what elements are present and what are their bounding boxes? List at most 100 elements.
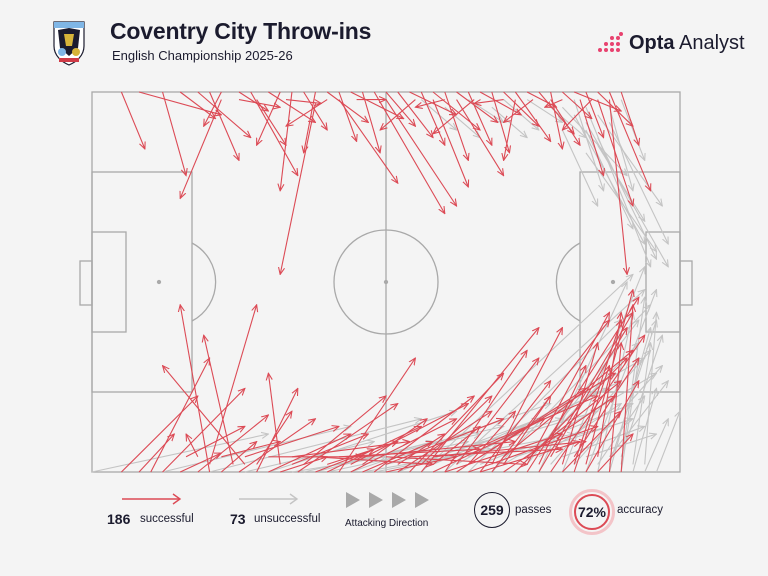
successful-throw-arrow-136 <box>362 442 515 458</box>
unsuccessful-throw-arrow-64 <box>609 381 668 458</box>
unsuccessful-throw-arrow-63 <box>585 434 657 458</box>
successful-throw-arrow-109 <box>397 434 445 465</box>
successful-throw-arrow-58 <box>456 99 504 176</box>
successful-throw-arrow-120 <box>350 404 469 465</box>
unsuccessful-throw-arrow-22 <box>162 426 351 473</box>
legend: 186 successful 73 unsuccessful Attacking… <box>0 488 768 568</box>
successful-throw-arrow-15 <box>338 91 357 141</box>
successful-throw-arrow-105 <box>256 411 292 465</box>
successful-throw-arrow-135 <box>338 449 480 458</box>
successful-throw-arrow-6 <box>204 91 222 126</box>
successful-throw-arrow-62 <box>579 99 604 176</box>
successful-throw-arrow-141 <box>479 373 615 458</box>
successful-throw-arrow-7 <box>238 91 268 111</box>
successful-throw-arrow-116 <box>204 335 234 465</box>
successful-throw-arrow-76 <box>315 449 374 473</box>
successful-throw-arrow-2 <box>162 91 187 176</box>
successful-throw-arrow-33 <box>550 91 563 149</box>
unsuccessful-label: unsuccessful <box>254 513 321 525</box>
successful-throw-arrow-4 <box>197 91 251 138</box>
successful-throw-arrow-134 <box>315 456 433 465</box>
successful-throw-arrow-0 <box>120 91 145 149</box>
successful-throw-arrow-49 <box>474 100 504 104</box>
unsuccessful-throw-arrow-19 <box>597 144 645 221</box>
successful-throw-arrow-144 <box>550 328 627 458</box>
unsuccessful-throw-arrow-6 <box>597 137 657 260</box>
successful-throw-arrow-57 <box>608 99 627 275</box>
successful-throw-arrow-103 <box>479 381 551 473</box>
left-penalty-arc <box>191 242 217 322</box>
successful-throw-arrow-72 <box>256 388 298 473</box>
successful-throw-arrow-75 <box>297 404 398 473</box>
successful-throw-arrow-25 <box>456 91 498 122</box>
successful-throw-arrow-50 <box>504 99 534 123</box>
successful-throw-arrow-117 <box>209 305 257 465</box>
successful-throw-arrow-66 <box>162 388 245 473</box>
unsuccessful-throw-arrow-21 <box>91 434 268 473</box>
successful-throw-arrow-88 <box>456 388 586 473</box>
successful-throw-arrow-73 <box>268 434 350 473</box>
successful-throw-arrow-17 <box>361 91 380 153</box>
coventry-crest-logo <box>53 21 85 66</box>
successful-throw-arrow-40 <box>180 99 222 199</box>
successful-throw-arrow-143 <box>526 381 621 458</box>
successful-throw-arrow-80 <box>362 442 433 473</box>
brand-bold: Opta <box>629 31 675 54</box>
successful-throw-arrow-22 <box>420 91 445 145</box>
unsuccessful-throw-arrow-23 <box>209 419 422 473</box>
successful-throw-arrow-46 <box>380 99 416 130</box>
successful-throw-arrow-102 <box>620 305 633 473</box>
successful-throw-arrow-54 <box>338 99 398 184</box>
successful-throw-arrow-92 <box>503 396 616 473</box>
unsuccessful-throw-arrow-10 <box>585 122 668 266</box>
successful-throw-arrow-60 <box>504 99 516 161</box>
unsuccessful-throw-arrow-5 <box>585 129 633 229</box>
unsuccessful-throw-arrow-37 <box>561 267 644 473</box>
successful-throw-arrow-110 <box>432 426 480 465</box>
successful-throw-arrow-20 <box>397 91 433 138</box>
successful-throw-arrow-125 <box>526 312 609 465</box>
successful-throw-arrow-64 <box>138 434 174 473</box>
successful-throw-arrow-65 <box>150 358 210 473</box>
successful-throw-arrow-85 <box>420 328 539 473</box>
successful-throw-arrow-23 <box>432 91 480 130</box>
unsuccessful-throw-arrow-11 <box>561 129 597 206</box>
successful-throw-arrow-63 <box>121 396 197 473</box>
successful-throw-arrow-133 <box>291 442 410 458</box>
successful-throw-arrow-5 <box>209 91 239 160</box>
successful-throw-arrow-9 <box>268 91 315 122</box>
successful-throw-arrow-146 <box>597 312 622 457</box>
centre-spot <box>383 279 389 285</box>
chart-subtitle: English Championship 2025-26 <box>112 48 293 63</box>
successful-throw-arrow-139 <box>432 442 586 458</box>
successful-throw-arrow-55 <box>385 99 457 206</box>
successful-throw-arrow-48 <box>433 99 475 134</box>
successful-throw-arrow-78 <box>338 358 415 473</box>
successful-throw-arrow-128 <box>185 426 245 458</box>
brand-light: Analyst <box>679 31 745 54</box>
successful-throw-arrow-104 <box>444 350 527 473</box>
accuracy-circle: 72% <box>569 489 615 535</box>
successful-throw-ins <box>120 91 650 473</box>
successful-throw-arrow-112 <box>503 396 551 465</box>
successful-throw-arrow-24 <box>444 91 469 160</box>
successful-throw-arrow-137 <box>385 456 527 465</box>
unsuccessful-throw-arrow-39 <box>597 312 633 473</box>
chart-title: Coventry City Throw-ins <box>110 18 372 44</box>
attacking-direction-label: Attacking Direction <box>345 518 429 529</box>
successful-throw-arrow-21 <box>409 91 457 115</box>
successful-throw-arrow-47 <box>415 99 445 108</box>
successful-throw-arrow-113 <box>538 366 586 465</box>
successful-throw-arrow-99 <box>585 381 639 473</box>
successful-throw-arrow-100 <box>597 434 633 473</box>
successful-throw-arrow-140 <box>456 396 598 458</box>
right-goal <box>679 260 693 306</box>
successful-throw-arrow-1 <box>138 91 221 115</box>
passes-label: passes <box>515 504 552 516</box>
unsuccessful-throw-arrow-9 <box>608 107 633 191</box>
successful-throw-arrow-67 <box>179 453 221 473</box>
successful-throw-arrow-19 <box>385 91 415 126</box>
unsuccessful-throw-arrow-20 <box>585 152 657 252</box>
successful-throw-arrow-53 <box>280 103 316 274</box>
opta-logo-icon <box>598 32 623 52</box>
